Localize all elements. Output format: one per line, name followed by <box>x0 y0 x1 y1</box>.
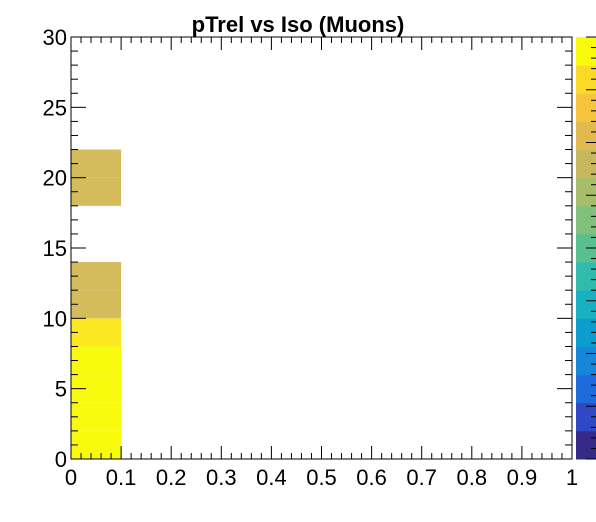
y-axis: 0 5 10 15 20 25 30 <box>43 25 572 472</box>
heatmap-cell <box>71 262 122 291</box>
colorbar-swatch <box>576 177 596 207</box>
y-tick-label: 30 <box>43 25 67 50</box>
x-tick-label: 0.5 <box>306 465 337 490</box>
heatmap-cell <box>71 402 122 431</box>
colorbar-swatch <box>576 262 596 291</box>
y-tick-label: 5 <box>55 377 67 402</box>
x-tick-label: 0.6 <box>356 465 387 490</box>
colorbar-swatch <box>576 37 596 66</box>
x-tick-label: 1 <box>566 465 578 490</box>
x-tick-label: 0.1 <box>106 465 137 490</box>
colorbar-swatch <box>576 318 596 347</box>
heatmap-cell <box>71 149 122 178</box>
colorbar-swatch <box>576 290 596 319</box>
y-tick-label: 0 <box>55 447 67 472</box>
color-scale-bar <box>576 36 596 460</box>
colorbar-swatch <box>576 65 596 94</box>
colorbar-swatch <box>576 430 596 460</box>
heatmap-cell <box>71 430 122 459</box>
colorbar-swatch <box>576 121 596 151</box>
chart-title: pTrel vs Iso (Muons) <box>192 12 405 37</box>
x-tick-label: 0.9 <box>507 465 538 490</box>
x-tick-label: 0.4 <box>256 465 287 490</box>
x-tick-label: 0.3 <box>206 465 237 490</box>
heatmap-cell <box>71 346 122 375</box>
x-tick-label: 0.8 <box>457 465 488 490</box>
x-tick-label: 0.7 <box>406 465 437 490</box>
heatmap-cell <box>71 290 122 319</box>
x-tick-label: 0.2 <box>156 465 187 490</box>
colorbar-swatch <box>576 374 596 404</box>
y-tick-label: 20 <box>43 166 67 191</box>
x-tick-label: 0 <box>65 465 77 490</box>
y-tick-label: 10 <box>43 306 67 331</box>
y-tick-label: 15 <box>43 236 67 261</box>
heatmap-cell <box>71 177 122 206</box>
plot-frame <box>70 36 573 460</box>
colorbar-swatch <box>576 402 596 432</box>
y-tick-label: 25 <box>43 95 67 120</box>
heatmap-cell <box>71 318 122 347</box>
colorbar-swatch <box>576 149 596 179</box>
heatmap-cells <box>71 149 122 459</box>
colorbar-swatch <box>576 346 596 376</box>
colorbar-swatch <box>576 205 596 235</box>
x-axis: 0 0.1 0.2 0.3 0.4 0.5 0.6 0.7 0.8 0.9 1 <box>65 37 578 490</box>
colorbar-swatch <box>576 93 596 122</box>
